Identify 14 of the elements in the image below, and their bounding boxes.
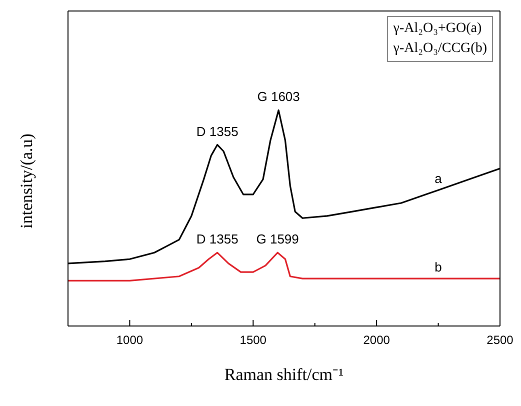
text: γ-Al₂O₃+GO(a) (393, 20, 483, 38)
series-label: a (434, 171, 443, 186)
annotation: G 1599 (256, 232, 299, 247)
series-label: b (434, 260, 442, 275)
annotation: D 1355 (196, 124, 238, 139)
x-tick-label: 1000 (116, 333, 144, 347)
x-tick-label: 1500 (240, 333, 267, 347)
x-axis-title: Raman shift/cm⁻¹ (224, 365, 344, 384)
x-tick-label: 2500 (486, 333, 514, 347)
annotation: G 1603 (257, 89, 300, 104)
text: γ-Al₂O₃/CCG(b) (393, 40, 487, 58)
annotation: D 1355 (196, 232, 238, 247)
x-tick-label: 2000 (363, 333, 390, 347)
y-axis-title: intensity/(a.u) (17, 134, 36, 228)
